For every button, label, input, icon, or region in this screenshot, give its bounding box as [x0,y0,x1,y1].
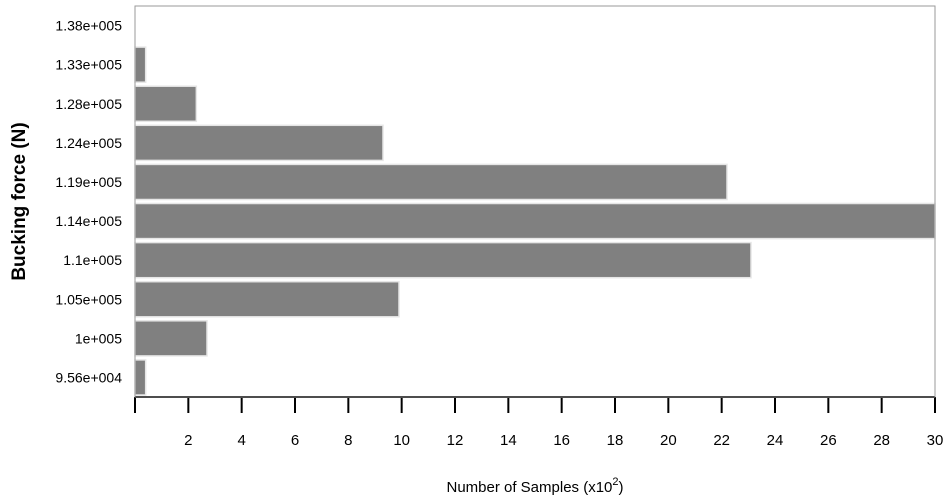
plot-frame [134,5,936,398]
bar-7 [134,280,400,318]
x-axis-title-main: Number of Samples (x10 [446,479,612,496]
bars-group [134,46,936,396]
x-tick-label: 24 [767,432,784,449]
y-tick-label: 1.24e+005 [55,135,122,151]
x-axis-title-superscript: 2 [612,476,618,488]
y-tick-label: 1.28e+005 [55,96,122,112]
x-tick-label: 2 [184,432,192,449]
y-tick-label: 9.56e+004 [55,369,122,385]
x-tick-label: 14 [500,432,517,449]
y-tick-label: 1.14e+005 [55,213,122,229]
y-tick-label: 1.38e+005 [55,18,122,34]
x-tick-label: 10 [393,432,410,449]
y-tick-labels: 1.38e+005 1.33e+005 1.28e+005 1.24e+005 1.19… [55,18,122,386]
bar-1 [134,46,147,83]
y-tick-label: 1.33e+005 [55,57,122,73]
bar-3 [134,124,384,162]
x-tick-label: 30 [927,432,944,449]
x-axis-title: Number of Samples (x102) [446,476,623,496]
x-axis-title-end: ) [619,479,624,496]
x-tick-label: 4 [237,432,245,449]
y-axis-title: Bucking force (N) [9,122,30,280]
x-tick-label: 26 [820,432,837,449]
bar-4 [134,163,728,201]
y-tick-label: 1.19e+005 [55,174,122,190]
y-tick-label: 1.1e+005 [63,252,122,268]
bar-5 [134,202,936,240]
x-tick-label: 6 [291,432,299,449]
x-tick-label: 22 [713,432,730,449]
x-tick-label: 16 [553,432,570,449]
bar-6 [134,241,752,279]
x-tick-label: 20 [660,432,677,449]
y-tick-label: 1e+005 [75,330,122,346]
y-tick-label: 1.05e+005 [55,291,122,307]
bar-2 [134,85,198,123]
x-tick-label: 18 [607,432,624,449]
x-tick-label: 8 [344,432,352,449]
bar-9 [134,359,147,396]
x-axis: 2 4 6 8 10 12 14 16 18 20 22 24 26 28 30 [134,396,944,449]
x-tick-label: 28 [873,432,890,449]
x-tick-label: 12 [447,432,464,449]
bar-8 [134,320,208,357]
